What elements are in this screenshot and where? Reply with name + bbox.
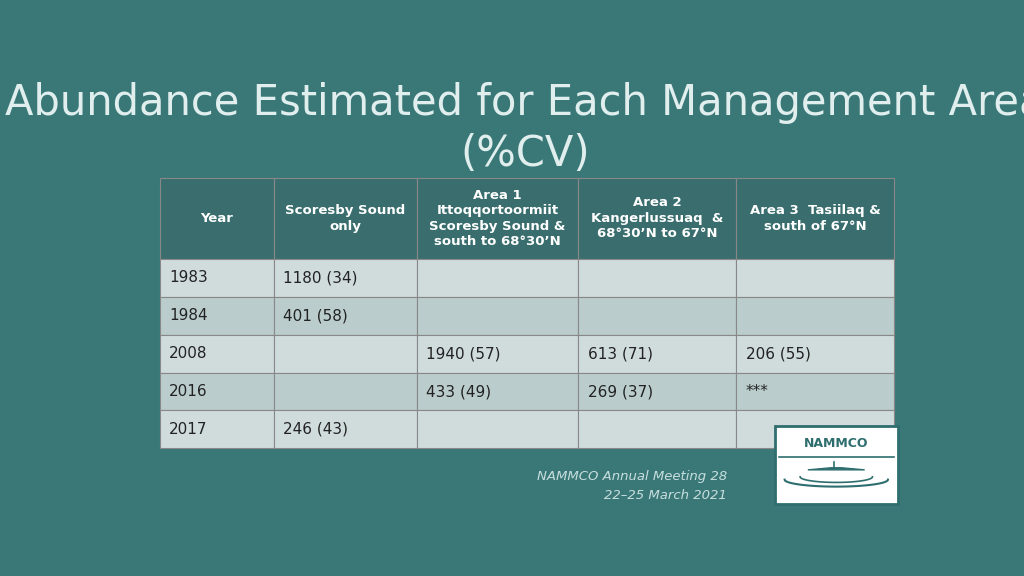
Bar xyxy=(160,335,273,373)
Text: 1984: 1984 xyxy=(169,308,208,323)
Text: 613 (71): 613 (71) xyxy=(588,346,652,361)
Bar xyxy=(736,297,894,335)
Bar xyxy=(160,178,273,259)
Polygon shape xyxy=(808,468,864,470)
Text: 1983: 1983 xyxy=(169,270,208,285)
Bar xyxy=(273,259,417,297)
Bar xyxy=(273,178,417,259)
Text: 269 (37): 269 (37) xyxy=(588,384,653,399)
Text: 1940 (57): 1940 (57) xyxy=(426,346,501,361)
Bar xyxy=(775,426,898,504)
Text: NAMMCO Annual Meeting 28
22–25 March 2021: NAMMCO Annual Meeting 28 22–25 March 202… xyxy=(537,470,727,502)
Text: NAMMCO: NAMMCO xyxy=(804,437,868,450)
Text: 2016: 2016 xyxy=(169,384,208,399)
Bar xyxy=(273,335,417,373)
Bar xyxy=(736,178,894,259)
Bar xyxy=(417,373,579,411)
Text: 2008: 2008 xyxy=(169,346,208,361)
Bar xyxy=(736,335,894,373)
Bar xyxy=(160,411,273,448)
Bar xyxy=(579,178,736,259)
Text: Year: Year xyxy=(201,212,233,225)
Text: Area 3  Tasiilaq &
south of 67°N: Area 3 Tasiilaq & south of 67°N xyxy=(750,204,881,233)
Bar xyxy=(579,259,736,297)
Text: Area 2
Kangerlussuaq  &
68°30’N to 67°N: Area 2 Kangerlussuaq & 68°30’N to 67°N xyxy=(591,196,723,240)
Text: Abundance Estimated for Each Management Area
(%CV): Abundance Estimated for Each Management … xyxy=(5,82,1024,175)
Bar xyxy=(417,178,579,259)
Bar xyxy=(736,259,894,297)
Text: 401 (58): 401 (58) xyxy=(283,308,348,323)
Bar xyxy=(160,259,273,297)
Bar xyxy=(736,373,894,411)
Bar xyxy=(579,297,736,335)
Bar xyxy=(579,335,736,373)
Bar xyxy=(579,411,736,448)
Text: 433 (49): 433 (49) xyxy=(426,384,492,399)
Bar xyxy=(273,411,417,448)
Bar xyxy=(160,373,273,411)
Text: Area 1
Ittoqqortoormiit
Scoresby Sound &
south to 68°30’N: Area 1 Ittoqqortoormiit Scoresby Sound &… xyxy=(429,188,565,248)
Text: 206 (55): 206 (55) xyxy=(745,346,810,361)
Bar xyxy=(417,411,579,448)
Text: Scoresby Sound
only: Scoresby Sound only xyxy=(285,204,406,233)
Text: 2017: 2017 xyxy=(169,422,208,437)
Bar xyxy=(273,373,417,411)
Text: 246 (43): 246 (43) xyxy=(283,422,348,437)
Bar xyxy=(579,373,736,411)
Bar xyxy=(417,259,579,297)
Text: ***: *** xyxy=(745,384,768,399)
Bar xyxy=(417,335,579,373)
Text: 1180 (34): 1180 (34) xyxy=(283,270,357,285)
Bar xyxy=(736,411,894,448)
Bar xyxy=(160,297,273,335)
Bar xyxy=(273,297,417,335)
Bar xyxy=(417,297,579,335)
